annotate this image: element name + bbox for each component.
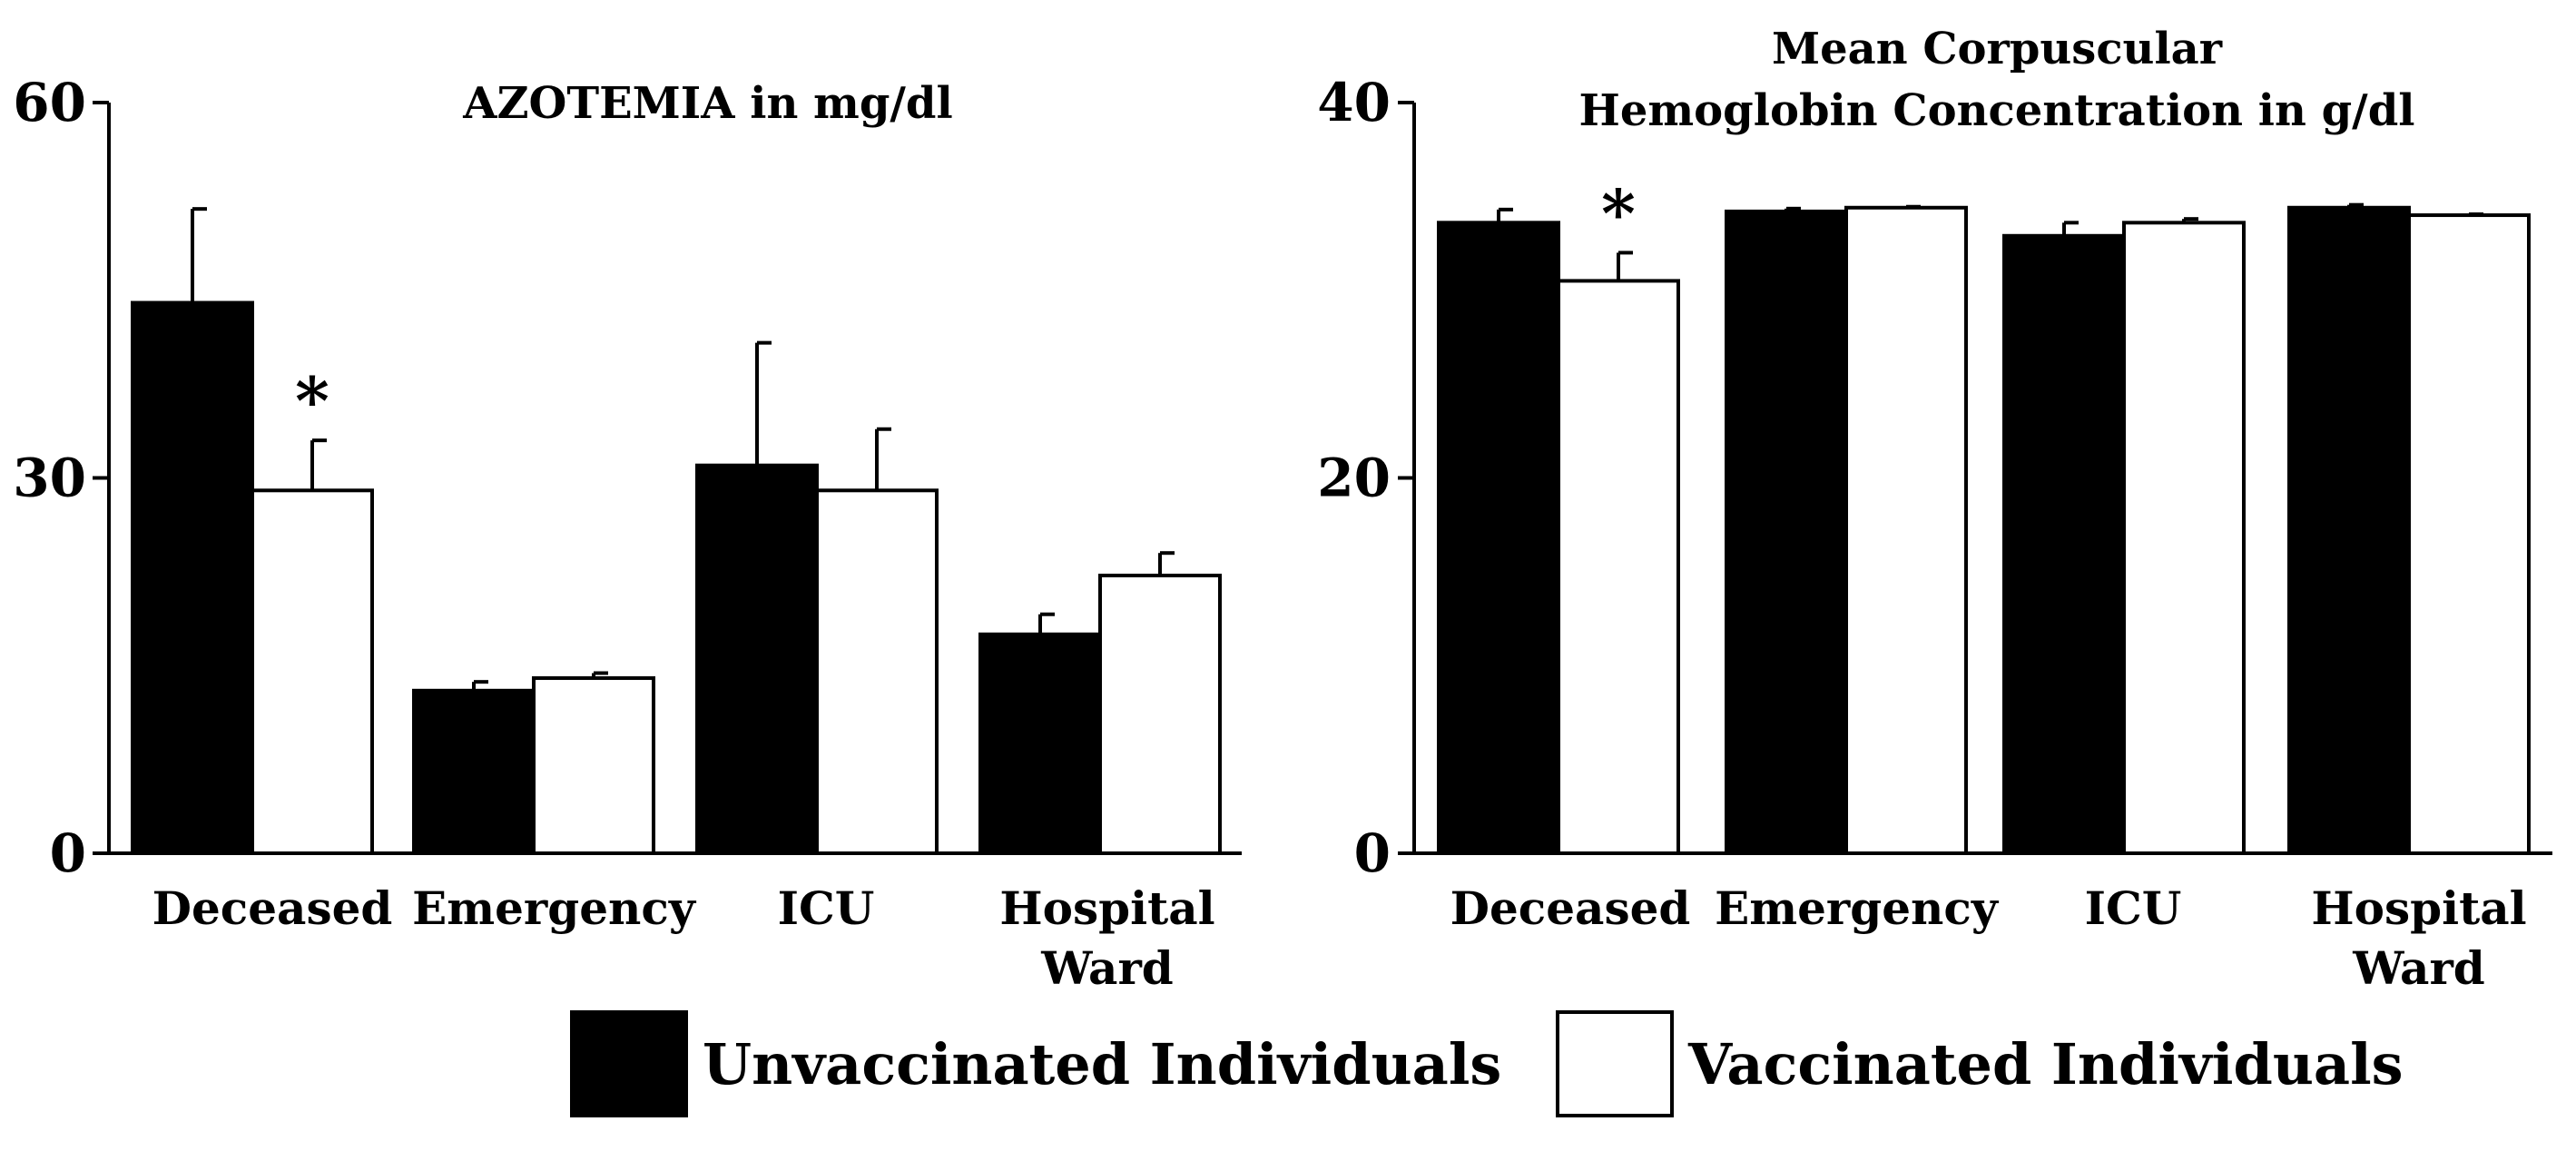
chart-panel-0: AZOTEMIA in mg/dl 0 30 60 * Deceased Emergency… xyxy=(13,72,1242,995)
bar-unvaccinated xyxy=(1437,221,1560,855)
chart-title: Mean Corpuscular Hemoglobin Concentration… xyxy=(1578,24,2414,136)
category-label: Emergency xyxy=(1715,881,2000,935)
bar-unvaccinated xyxy=(978,632,1102,856)
category-label-line: Emergency xyxy=(412,881,697,935)
legend-label-unvaccinated: Unvaccinated Individuals xyxy=(703,1030,1502,1097)
category-label: Deceased xyxy=(1450,881,1691,935)
category-label-line: Ward xyxy=(2352,941,2485,995)
y-tick-label: 40 xyxy=(1317,72,1391,133)
category-label-line: ICU xyxy=(2085,881,2182,935)
chart-title: AZOTEMIA in mg/dl xyxy=(462,78,952,129)
category-label-line: Deceased xyxy=(1450,881,1691,935)
chart-panel-1: Mean Corpuscular Hemoglobin Concentration… xyxy=(1317,24,2552,995)
bar-vaccinated xyxy=(532,676,655,855)
bar-vaccinated xyxy=(2122,221,2246,855)
y-tick-label: 0 xyxy=(1354,822,1391,884)
chart-title-line: Hemoglobin Concentration in g/dl xyxy=(1578,85,2414,136)
category-label-line: Emergency xyxy=(1715,881,2000,935)
bar-vaccinated xyxy=(2407,213,2531,856)
bar-unvaccinated xyxy=(1725,209,1848,856)
legend-label-vaccinated: Vaccinated Individuals xyxy=(1688,1030,2404,1097)
bar-vaccinated xyxy=(815,488,939,855)
category-label: Deceased xyxy=(152,881,393,935)
bar-vaccinated xyxy=(251,488,374,855)
bar-vaccinated xyxy=(1557,279,1680,856)
y-tick-label: 0 xyxy=(50,822,86,884)
charts-figure: AZOTEMIA in mg/dl 0 30 60 * Deceased Emergency… xyxy=(13,24,2552,995)
legend: Unvaccinated Individuals Vaccinated Indi… xyxy=(0,1008,2576,1135)
chart-title-line: Mean Corpuscular xyxy=(1772,24,2223,74)
category-label-line: Deceased xyxy=(152,881,393,935)
category-label: Hospital Ward xyxy=(999,881,1214,995)
category-label-line: Hospital xyxy=(999,881,1214,935)
category-label-line: Hospital xyxy=(2311,881,2526,935)
chart-title-line: AZOTEMIA in mg/dl xyxy=(462,78,952,129)
bar-unvaccinated xyxy=(2002,233,2126,856)
y-tick-label: 60 xyxy=(13,72,86,133)
category-label: ICU xyxy=(778,881,875,935)
significance-asterisk: * xyxy=(295,362,329,439)
legend-swatch-unvaccinated xyxy=(570,1010,688,1117)
bar-vaccinated xyxy=(1098,574,1222,855)
category-label: ICU xyxy=(2085,881,2182,935)
legend-item-unvaccinated: Unvaccinated Individuals xyxy=(570,1008,1501,1120)
bar-unvaccinated xyxy=(2287,205,2411,855)
y-tick-label: 20 xyxy=(1317,448,1391,509)
legend-item-vaccinated: Vaccinated Individuals xyxy=(1556,1008,2404,1120)
significance-asterisk: * xyxy=(1601,174,1636,251)
bar-vaccinated xyxy=(1844,205,1968,855)
legend-swatch-vaccinated xyxy=(1556,1010,1674,1117)
category-label-line: ICU xyxy=(778,881,875,935)
bar-unvaccinated xyxy=(131,300,254,855)
y-tick-label: 30 xyxy=(13,448,86,509)
bar-unvaccinated xyxy=(412,688,536,855)
category-label: Hospital Ward xyxy=(2311,881,2526,995)
bar-unvaccinated xyxy=(695,463,819,855)
category-label-line: Ward xyxy=(1040,941,1174,995)
category-label: Emergency xyxy=(412,881,697,935)
